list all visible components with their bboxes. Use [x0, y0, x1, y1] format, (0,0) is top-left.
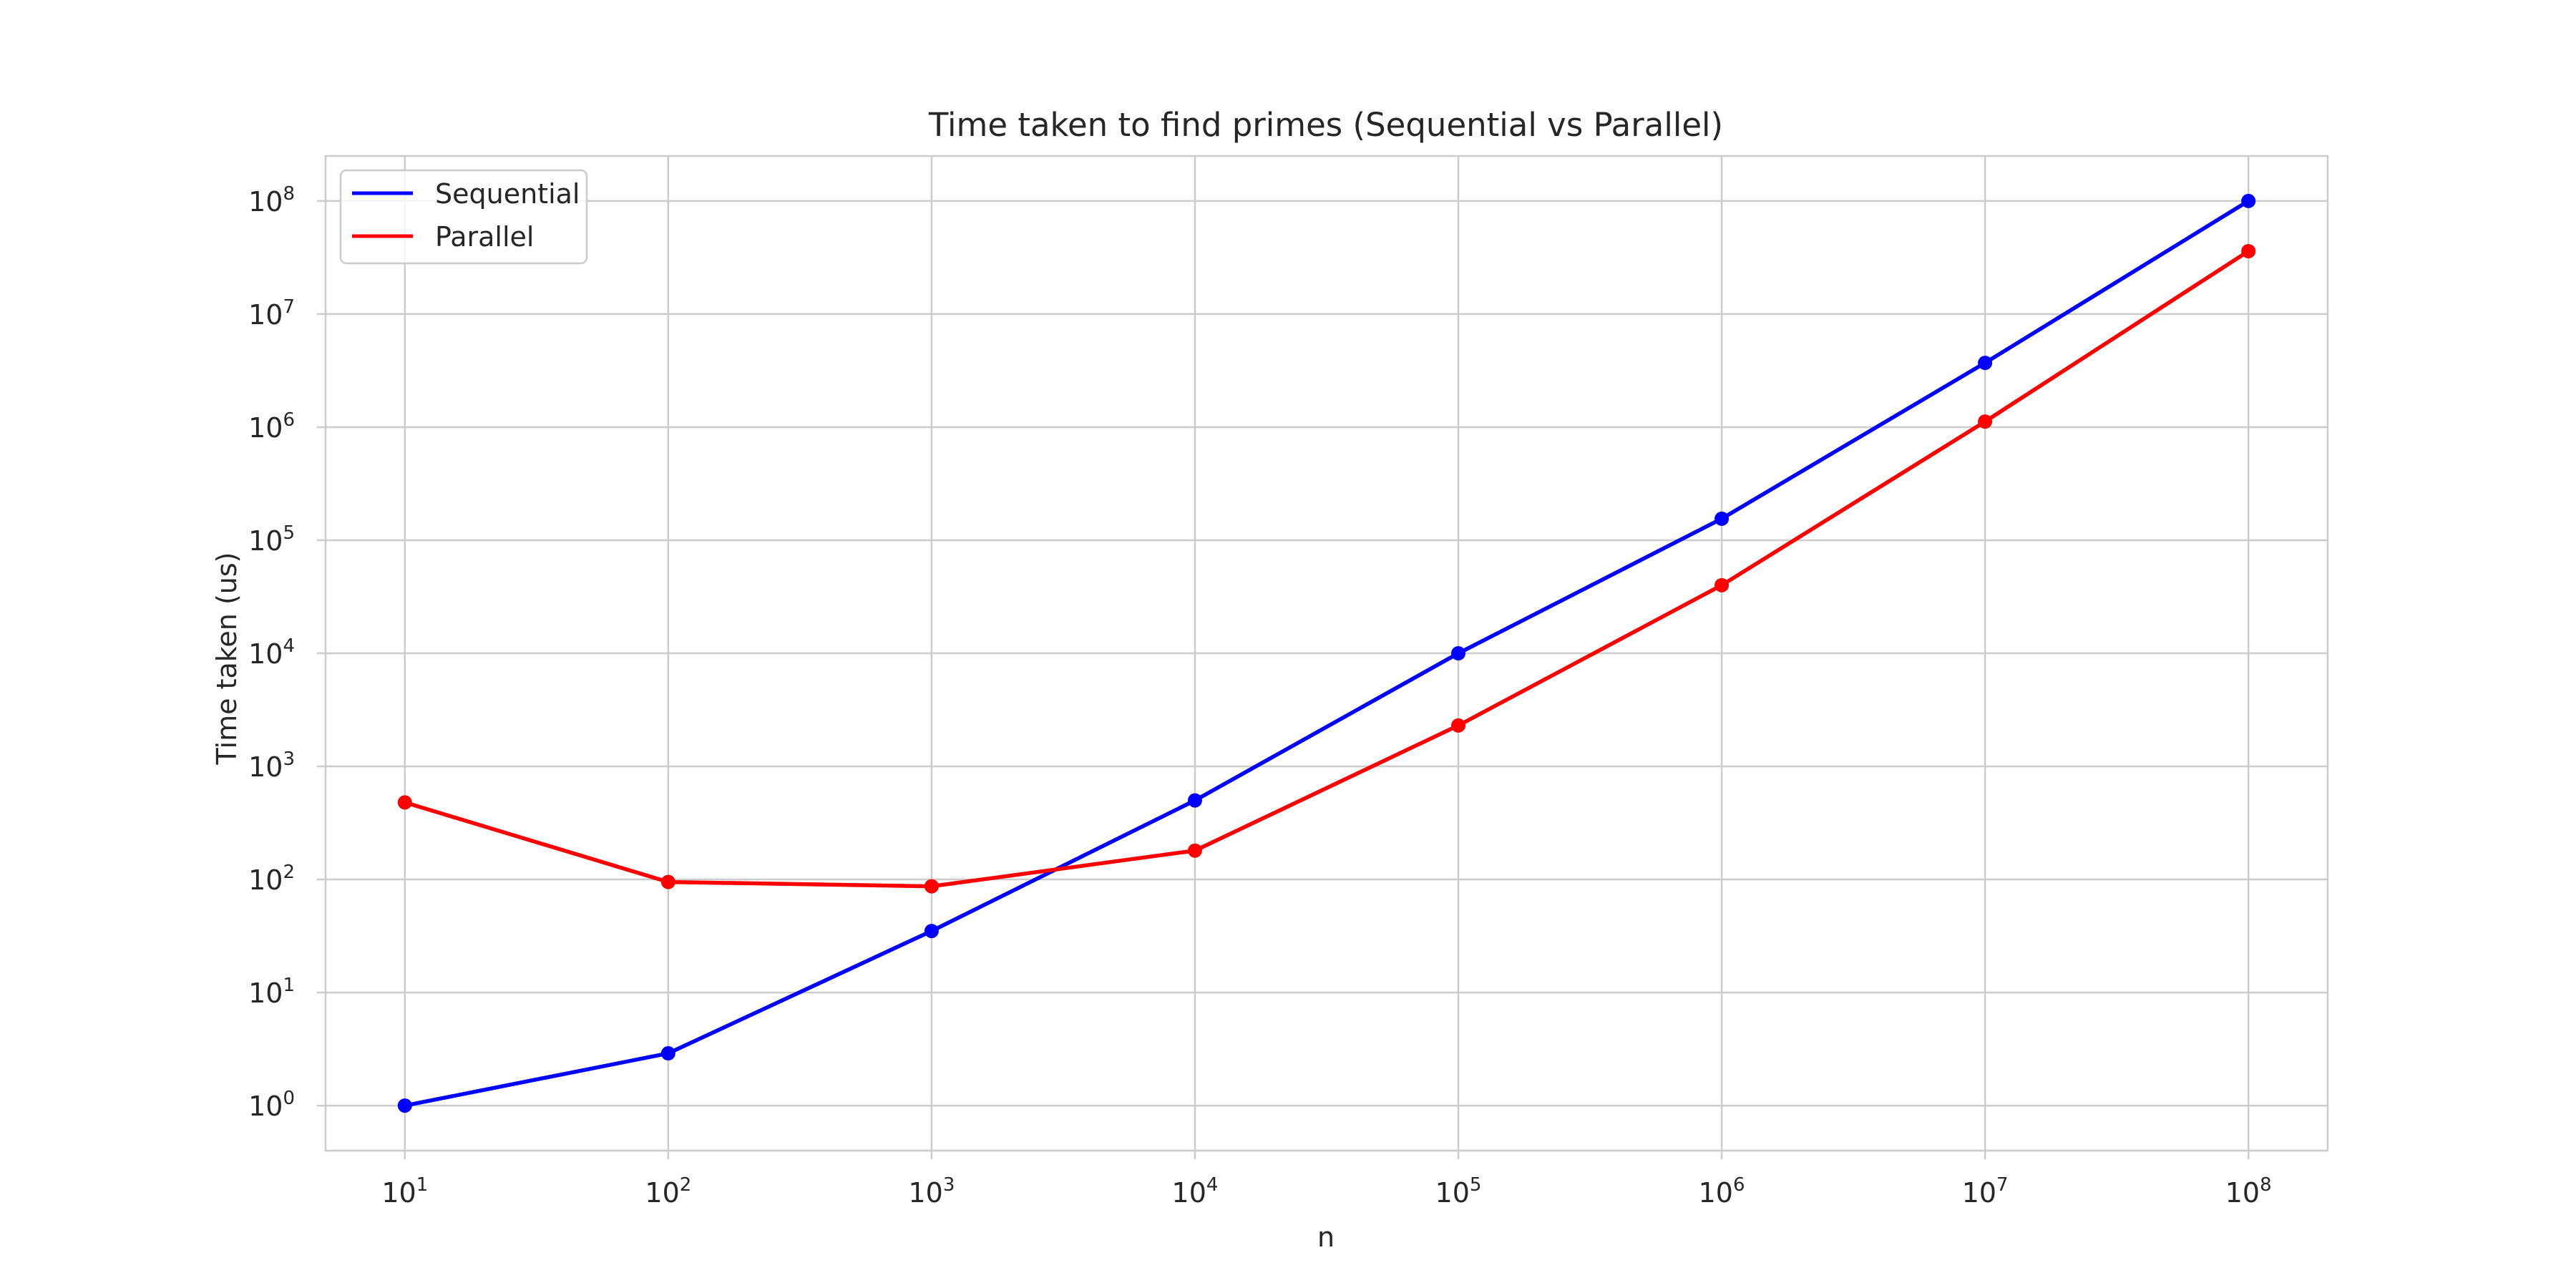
parallel-data-point — [660, 874, 675, 889]
sequential-data-point — [1714, 511, 1729, 526]
parallel-data-point — [1714, 577, 1729, 592]
y-tick-label: 106 — [248, 409, 295, 444]
series-layer — [397, 193, 2256, 1113]
x-axis-label: n — [1317, 1221, 1335, 1253]
y-tick-label: 102 — [248, 862, 295, 896]
parallel-data-point — [2241, 244, 2256, 259]
legend-parallel-label: Parallel — [435, 221, 534, 253]
grid-lines — [326, 156, 2328, 1151]
sequential-data-point — [660, 1046, 675, 1061]
sequential-data-point — [2241, 193, 2256, 208]
x-tick-label: 103 — [908, 1174, 955, 1209]
y-tick-label: 104 — [248, 635, 295, 670]
sequential-data-point — [1978, 356, 1993, 371]
x-tick-label: 105 — [1435, 1174, 1482, 1209]
parallel-data-point — [1451, 718, 1466, 733]
y-tick-label: 108 — [248, 183, 295, 218]
y-tick-label: 101 — [248, 975, 295, 1009]
axis-ticks: 101 102 103 104 105 106 107 108 100 101 102 103 104 1… — [248, 183, 2272, 1209]
x-tick-label: 108 — [2225, 1174, 2272, 1209]
x-tick-label: 101 — [381, 1174, 428, 1209]
legend-sequential-label: Sequential — [435, 178, 580, 210]
parallel-data-point — [397, 795, 412, 810]
y-tick-label: 100 — [248, 1088, 295, 1122]
parallel-series-line — [404, 249, 2250, 889]
y-tick-label: 103 — [248, 748, 295, 783]
sequential-data-point — [924, 924, 939, 939]
sequential-data-point — [1451, 646, 1466, 660]
x-tick-label: 106 — [1699, 1174, 1745, 1209]
sequential-series-line — [404, 199, 2250, 1108]
sequential-data-point — [397, 1098, 412, 1113]
y-tick-label: 107 — [248, 296, 295, 331]
parallel-data-point — [1978, 414, 1993, 429]
x-tick-label: 104 — [1172, 1174, 1219, 1209]
x-tick-label: 107 — [1962, 1174, 2009, 1209]
y-tick-label: 105 — [248, 522, 295, 557]
legend: Sequential Parallel — [339, 169, 588, 265]
x-tick-label: 102 — [645, 1174, 691, 1209]
chart-title: Time taken to find primes (Sequential vs… — [928, 106, 1723, 144]
sequential-data-point — [1187, 793, 1202, 808]
parallel-data-point — [1187, 843, 1202, 858]
parallel-data-point — [924, 879, 939, 894]
y-axis-label: Time taken (us) — [211, 552, 243, 766]
